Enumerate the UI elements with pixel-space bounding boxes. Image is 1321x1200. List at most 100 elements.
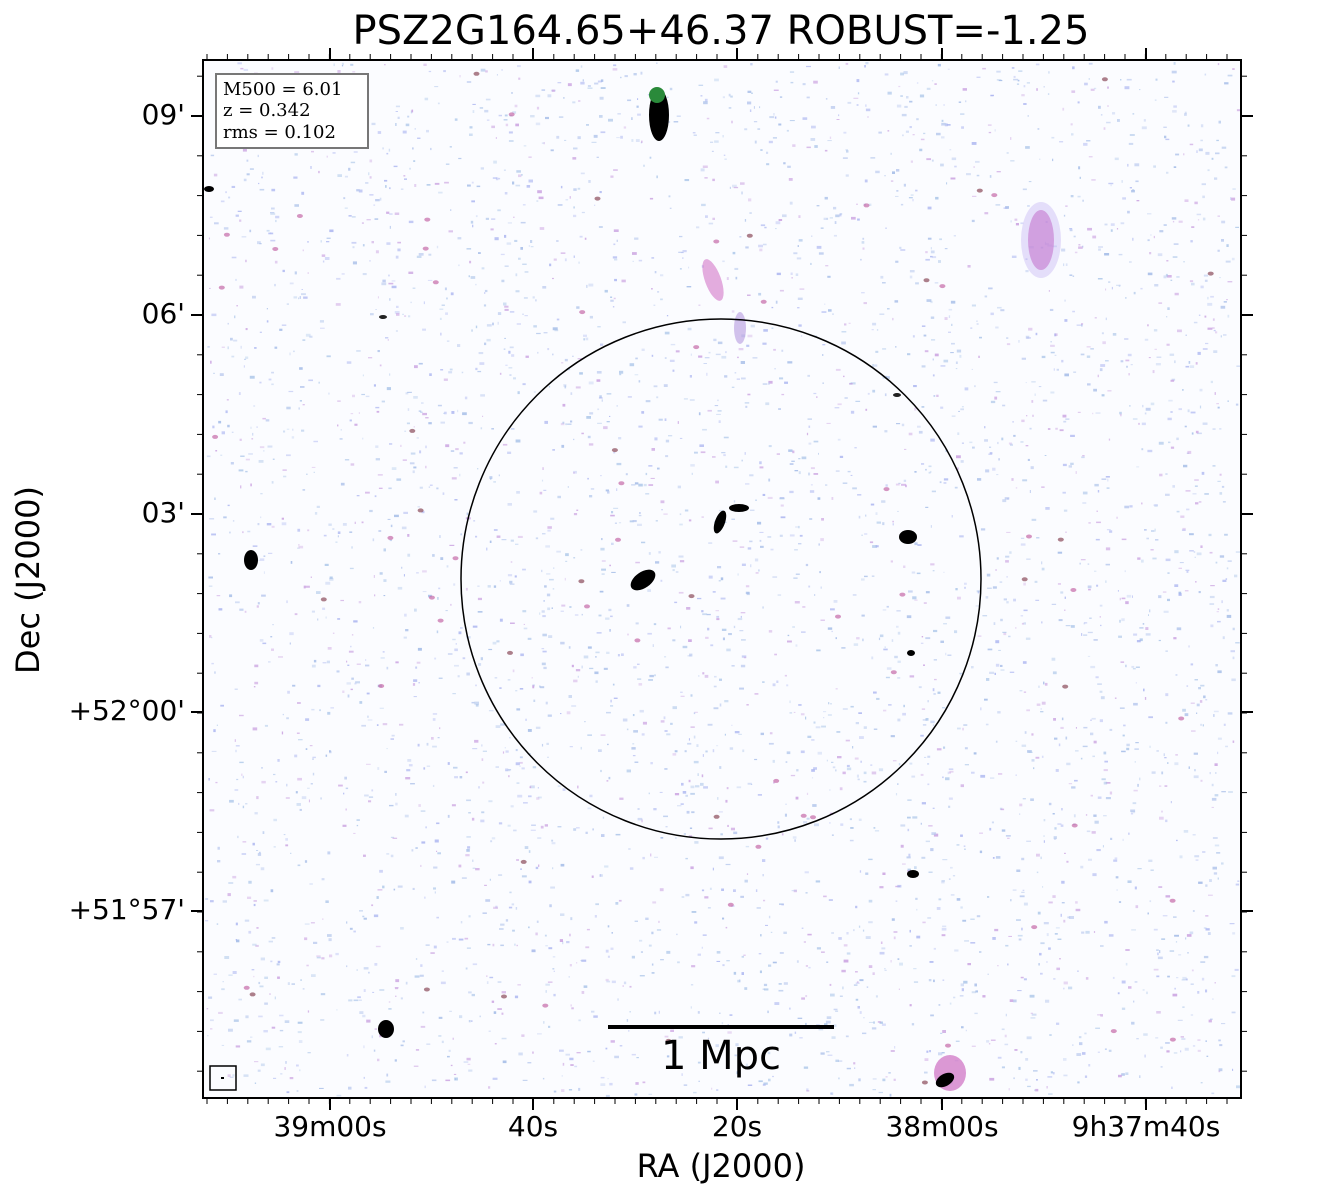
noise-speck — [778, 983, 782, 985]
noise-speck — [854, 757, 859, 760]
noise-speck — [1025, 1058, 1029, 1061]
noise-speck — [525, 718, 527, 721]
noise-speck — [343, 197, 346, 200]
noise-speck — [892, 523, 894, 526]
noise-speck — [289, 282, 294, 285]
noise-blob — [760, 299, 767, 304]
noise-speck — [759, 539, 762, 542]
noise-speck — [1153, 504, 1158, 506]
noise-speck — [375, 445, 379, 448]
noise-speck — [525, 355, 529, 358]
noise-speck — [861, 614, 865, 617]
noise-speck — [779, 289, 784, 292]
noise-speck — [444, 181, 449, 184]
noise-speck — [795, 573, 800, 575]
noise-speck — [1075, 471, 1077, 474]
noise-speck — [1022, 889, 1025, 891]
noise-speck — [989, 671, 995, 674]
noise-speck — [1029, 490, 1031, 493]
noise-speck — [1067, 916, 1071, 919]
noise-speck — [1082, 745, 1088, 748]
noise-speck — [1175, 754, 1178, 756]
noise-speck — [1002, 404, 1006, 407]
noise-speck — [835, 214, 840, 218]
noise-speck — [269, 993, 271, 995]
noise-speck — [310, 166, 312, 169]
noise-speck — [1154, 99, 1157, 101]
noise-speck — [833, 1008, 838, 1011]
noise-speck — [1072, 310, 1075, 313]
noise-speck — [1005, 944, 1009, 947]
noise-speck — [1216, 611, 1219, 613]
noise-speck — [1181, 1037, 1186, 1040]
noise-speck — [471, 701, 475, 704]
noise-speck — [844, 397, 848, 399]
noise-speck — [302, 988, 305, 990]
noise-speck — [996, 70, 1001, 73]
noise-speck — [1131, 190, 1135, 193]
noise-speck — [611, 980, 616, 984]
noise-speck — [509, 374, 512, 376]
noise-speck — [237, 835, 239, 839]
noise-speck — [731, 120, 733, 124]
noise-speck — [1018, 340, 1020, 343]
noise-speck — [386, 211, 390, 214]
noise-speck — [329, 576, 333, 579]
noise-speck — [650, 477, 655, 479]
noise-speck — [285, 838, 288, 841]
noise-speck — [598, 226, 603, 228]
noise-speck — [1021, 857, 1025, 861]
noise-speck — [274, 346, 278, 349]
noise-speck — [560, 610, 564, 612]
noise-speck — [573, 206, 575, 209]
noise-blob — [713, 239, 720, 244]
noise-speck — [254, 1082, 257, 1084]
noise-speck — [1073, 814, 1076, 818]
noise-speck — [322, 662, 327, 664]
noise-speck — [1162, 591, 1167, 593]
noise-speck — [271, 648, 274, 651]
noise-speck — [829, 983, 832, 986]
noise-speck — [373, 1049, 376, 1052]
noise-speck — [923, 132, 926, 135]
noise-speck — [647, 632, 652, 635]
noise-speck — [986, 573, 991, 577]
noise-speck — [1195, 502, 1199, 505]
noise-speck — [1207, 302, 1213, 306]
noise-speck — [493, 160, 497, 164]
noise-speck — [327, 711, 331, 715]
noise-speck — [510, 561, 513, 563]
noise-speck — [325, 581, 331, 585]
noise-speck — [913, 968, 917, 970]
noise-speck — [654, 674, 656, 677]
noise-speck — [915, 897, 918, 900]
noise-speck — [587, 85, 591, 87]
noise-speck — [848, 322, 851, 324]
noise-speck — [1214, 794, 1219, 797]
noise-speck — [580, 746, 582, 750]
noise-speck — [211, 533, 216, 536]
noise-speck — [363, 1045, 365, 1049]
noise-speck — [1208, 894, 1213, 896]
noise-speck — [543, 666, 547, 670]
noise-speck — [410, 783, 415, 785]
noise-speck — [943, 571, 945, 573]
noise-speck — [748, 198, 752, 202]
noise-speck — [1057, 823, 1062, 825]
noise-speck — [1193, 775, 1199, 779]
noise-speck — [523, 802, 528, 804]
noise-speck — [610, 296, 613, 298]
noise-speck — [1158, 441, 1164, 445]
noise-speck — [503, 119, 508, 121]
noise-speck — [1102, 341, 1106, 345]
noise-speck — [1178, 954, 1182, 956]
noise-speck — [477, 611, 483, 613]
noise-speck — [1045, 999, 1050, 1003]
noise-speck — [906, 615, 912, 619]
noise-speck — [730, 95, 733, 98]
noise-speck — [789, 71, 795, 73]
noise-speck — [1020, 1051, 1023, 1054]
noise-speck — [232, 520, 235, 522]
noise-speck — [708, 351, 711, 354]
noise-speck — [322, 260, 325, 263]
